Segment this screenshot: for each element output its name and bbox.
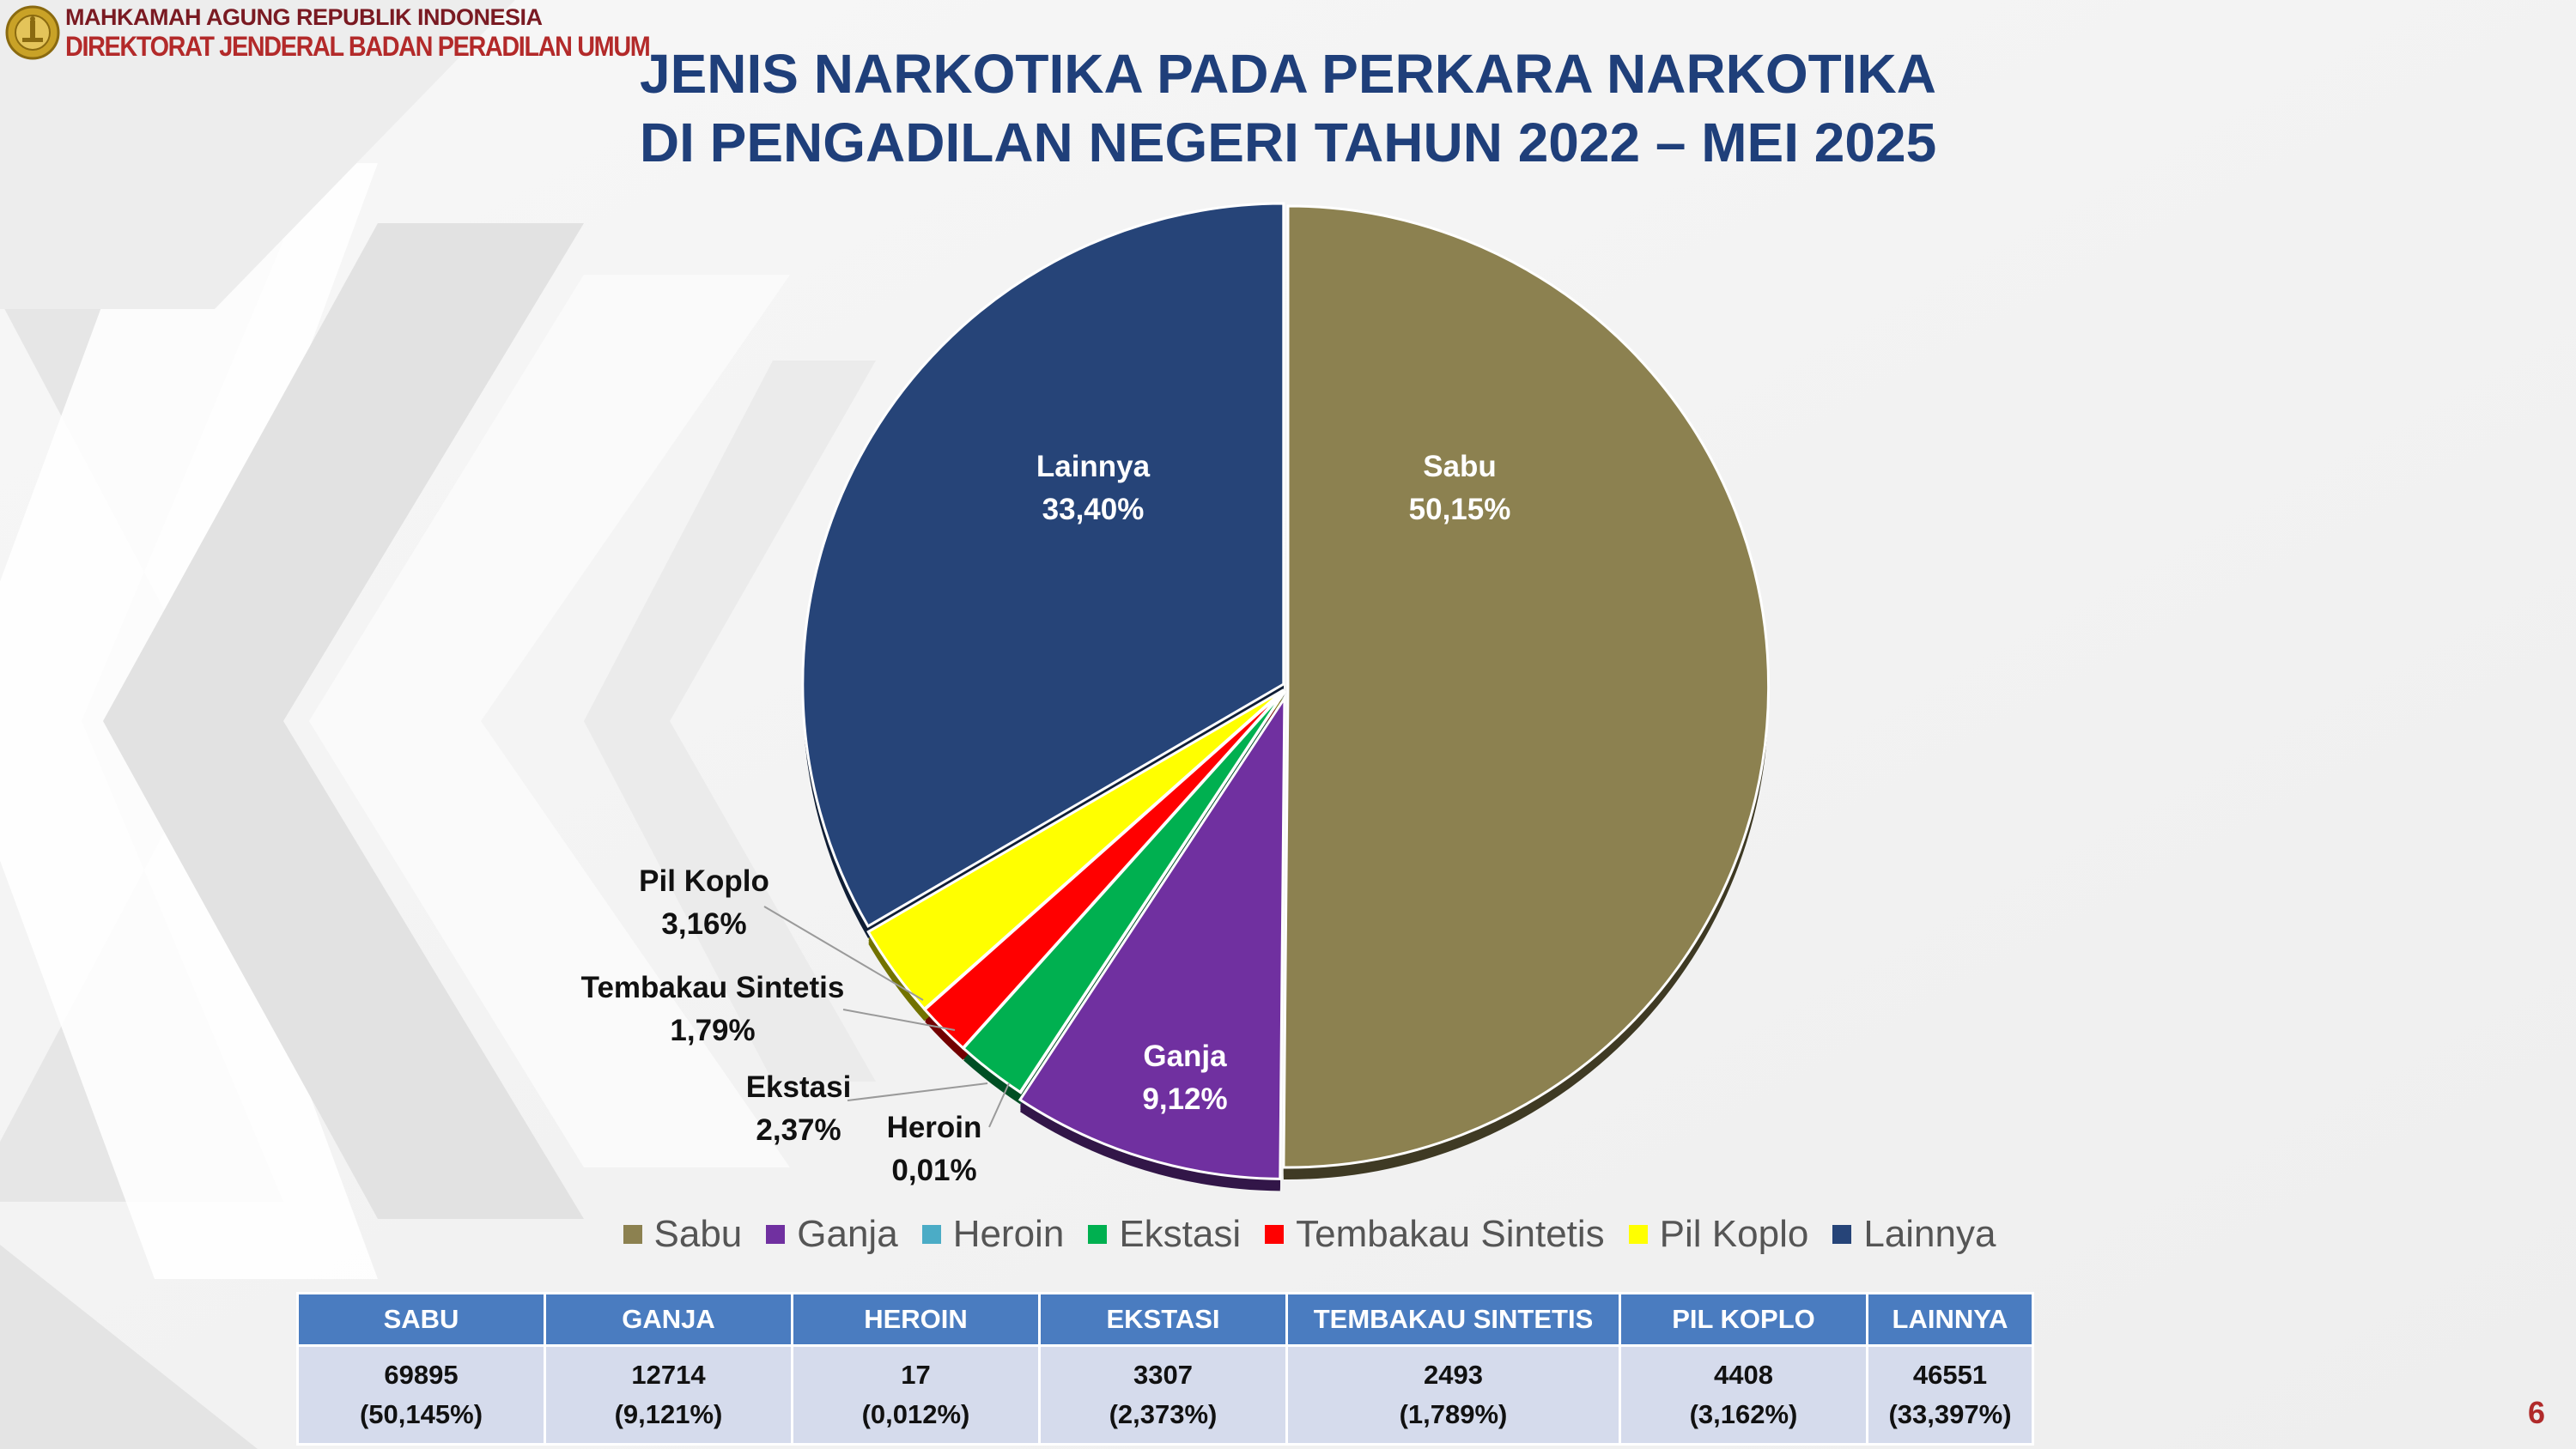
legend-swatch-lainnya xyxy=(1832,1225,1852,1244)
title-line2: DI PENGADILAN NEGERI TAHUN 2022 – MEI 20… xyxy=(639,112,1937,173)
legend-label-tembakau-sintetis: Tembakau Sintetis xyxy=(1296,1213,1605,1255)
legend-label-ekstasi: Ekstasi xyxy=(1119,1213,1242,1255)
table-count: 69895 xyxy=(384,1360,459,1390)
legend-item-tembakau-sintetis: Tembakau Sintetis xyxy=(1265,1213,1605,1256)
data-label-heroin: Heroin 0,01% xyxy=(887,1111,982,1187)
legend-label-heroin: Heroin xyxy=(952,1213,1065,1255)
table-count: 46551 xyxy=(1912,1360,1988,1390)
page-title: JENIS NARKOTIKA PADA PERKARA NARKOTIKA D… xyxy=(0,39,2576,177)
table-header-lainnya: LAINNYA xyxy=(1866,1292,2034,1347)
legend-swatch-tembakau-sintetis xyxy=(1265,1225,1285,1244)
table-percent: (33,397%) xyxy=(1888,1399,2012,1429)
table-cell-tembakau-sintetis: 2493 (1,789%) xyxy=(1285,1344,1621,1446)
data-label-sabu: Sabu 50,15% xyxy=(1409,450,1511,526)
table-count: 17 xyxy=(901,1360,931,1390)
legend-label-lainnya: Lainnya xyxy=(1863,1213,1996,1255)
table-percent: (0,012%) xyxy=(861,1399,970,1429)
legend-item-ganja: Ganja xyxy=(766,1213,898,1256)
legend-swatch-heroin xyxy=(921,1225,941,1244)
legend-item-sabu: Sabu xyxy=(623,1213,743,1256)
legend-swatch-ganja xyxy=(766,1225,786,1244)
leader-line-pil-koplo xyxy=(763,906,924,1001)
data-label-ganja: Ganja 9,12% xyxy=(1142,1040,1227,1116)
org-name-line2: DIREKTORAT JENDERAL BADAN PERADILAN UMUM xyxy=(65,30,651,62)
data-label-lainnya: Lainnya 33,40% xyxy=(1036,450,1151,526)
leader-line-ekstasi xyxy=(847,1082,988,1101)
page-number: 6 xyxy=(2527,1395,2545,1430)
pie-slice-pil-koplo xyxy=(866,688,1285,1011)
table-percent: (3,162%) xyxy=(1689,1399,1798,1429)
leader-line-tembakau-sintetis xyxy=(842,1009,956,1031)
table-row: 69895 (50,145%) 12714 (9,121%) 17 (0,012%) 330… xyxy=(296,1344,2034,1446)
table-cell-heroin: 17 (0,012%) xyxy=(791,1344,1041,1446)
header: MAHKAMAH AGUNG REPUBLIK INDONESIA DIREKT… xyxy=(5,5,714,60)
table-cell-ekstasi: 3307 (2,373%) xyxy=(1038,1344,1288,1446)
data-label-tembakau-sintetis: Tembakau Sintetis 1,79% xyxy=(581,971,845,1047)
table-cell-ganja: 12714 (9,121%) xyxy=(544,1344,793,1446)
table-count: 4408 xyxy=(1714,1360,1773,1390)
chart-legend: Sabu Ganja Heroin Ekstasi Tembakau Sintetis P… xyxy=(494,1213,2125,1256)
legend-swatch-pil-koplo xyxy=(1628,1225,1648,1244)
legend-item-heroin: Heroin xyxy=(921,1213,1065,1256)
legend-swatch-sabu xyxy=(623,1225,642,1244)
pie-slice-lainnya xyxy=(801,202,1285,929)
legend-label-pil-koplo: Pil Koplo xyxy=(1659,1213,1809,1255)
organization-name: MAHKAMAH AGUNG REPUBLIK INDONESIA DIREKT… xyxy=(65,3,714,62)
court-seal-logo xyxy=(5,5,60,60)
table-cell-pil-koplo: 4408 (3,162%) xyxy=(1619,1344,1868,1446)
table-count: 2493 xyxy=(1424,1360,1483,1390)
table-cell-sabu: 69895 (50,145%) xyxy=(296,1344,546,1446)
leader-line-heroin xyxy=(988,1082,1010,1128)
pie-slice-ganja xyxy=(1018,694,1286,1180)
data-label-ekstasi: Ekstasi 2,37% xyxy=(746,1070,852,1147)
legend-swatch-ekstasi xyxy=(1088,1225,1108,1244)
legend-item-ekstasi: Ekstasi xyxy=(1088,1213,1241,1256)
legend-label-sabu: Sabu xyxy=(653,1213,743,1255)
org-name-line1: MAHKAMAH AGUNG REPUBLIK INDONESIA xyxy=(65,3,543,30)
table-count: 12714 xyxy=(631,1360,706,1390)
table-header-sabu: SABU xyxy=(296,1292,546,1347)
table-header-tembakau-sintetis: TEMBAKAU SINTETIS xyxy=(1285,1292,1621,1347)
table-header-ganja: GANJA xyxy=(544,1292,793,1347)
legend-label-ganja: Ganja xyxy=(797,1213,898,1255)
pie-slice-sabu xyxy=(1282,204,1771,1169)
legend-item-lainnya: Lainnya xyxy=(1832,1213,1996,1256)
legend-item-pil-koplo: Pil Koplo xyxy=(1628,1213,1809,1256)
title-line1: JENIS NARKOTIKA PADA PERKARA NARKOTIKA xyxy=(640,43,1936,105)
table-percent: (9,121%) xyxy=(614,1399,723,1429)
table-cell-lainnya: 46551 (33,397%) xyxy=(1866,1344,2034,1446)
table-header-heroin: HEROIN xyxy=(791,1292,1041,1347)
table-count: 3307 xyxy=(1133,1360,1193,1390)
data-label-pil-koplo: Pil Koplo 3,16% xyxy=(639,864,769,941)
data-table: SABU GANJA HEROIN EKSTASI TEMBAKAU SINTETIS P… xyxy=(296,1292,2034,1446)
table-header-ekstasi: EKSTASI xyxy=(1038,1292,1288,1347)
table-percent: (50,145%) xyxy=(359,1399,483,1429)
table-percent: (1,789%) xyxy=(1399,1399,1508,1429)
table-header-row: SABU GANJA HEROIN EKSTASI TEMBAKAU SINTETIS P… xyxy=(296,1292,2034,1347)
table-header-pil-koplo: PIL KOPLO xyxy=(1619,1292,1868,1347)
table-percent: (2,373%) xyxy=(1109,1399,1218,1429)
